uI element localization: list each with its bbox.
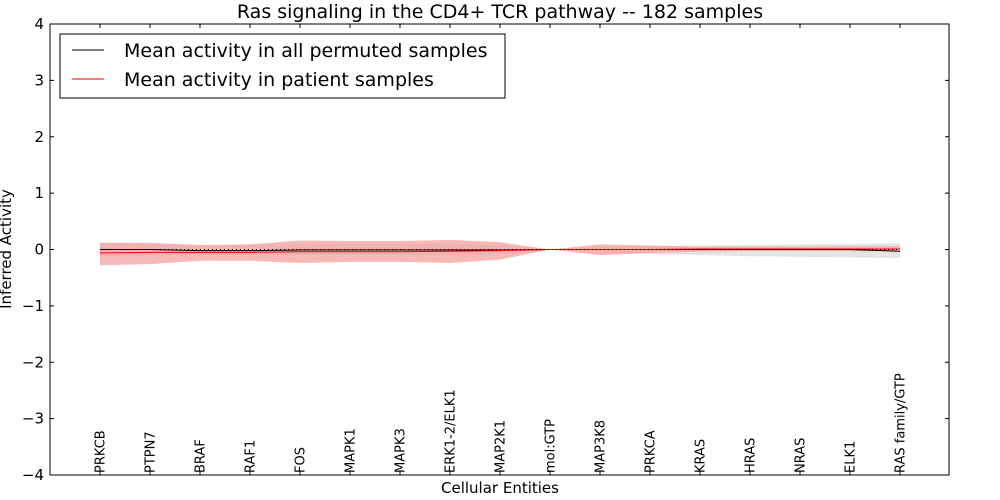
y-axis-title: Inferred Activity [0,189,15,309]
series-lines [99,248,901,254]
x-category-label: KRAS [694,439,709,473]
y-tick-label: 1 [34,184,44,202]
legend-box [59,33,506,99]
x-category-label: mol:GTP [544,419,559,473]
legend-label: Mean activity in patient samples [124,69,434,91]
y-tick-label: 0 [34,241,44,259]
x-category-label: NRAS [794,438,809,473]
x-category-label: PRKCA [644,430,659,473]
y-axis-ticks: 4 3 2 1 0 −1 −2 −3 −4 [22,15,949,484]
x-category-label: HRAS [744,438,759,473]
x-category-label: ERK1-2/ELK1 [444,389,459,473]
y-tick-label: 3 [34,71,44,89]
x-category-label: MAPK3 [394,428,409,473]
x-axis-title: Cellular Entities [441,479,559,497]
x-category-label: RAF1 [244,440,259,473]
band-1 [100,239,900,266]
y-tick-label: 2 [34,128,44,146]
x-category-label: BRAF [194,439,209,473]
chart-title: Ras signaling in the CD4+ TCR pathway --… [237,1,763,23]
x-category-label: ELK1 [844,441,859,473]
series-line-0 [100,249,901,252]
x-category-label: PRKCB [94,430,109,473]
legend-label: Mean activity in all permuted samples [124,40,487,62]
x-category-label: MAP3K8 [594,420,609,473]
x-category-label: FOS [294,447,309,473]
x-category-label: MAPK1 [344,428,359,473]
x-category-label: MAP2K1 [494,420,509,473]
series-line-1 [99,248,900,254]
y-tick-label: 4 [34,15,44,33]
y-tick-label: −2 [22,353,44,371]
y-tick-label: −3 [22,410,44,428]
x-category-label: PTPN7 [144,431,159,473]
x-category-labels: PRKCB PTPN7 BRAF RAF1 FOS MAPK1 MAPK3 ERK1-2/EL… [94,24,909,475]
y-tick-label: −4 [22,466,44,484]
legend: Mean activity in all permuted samples Mea… [59,33,506,99]
y-tick-label: −1 [22,297,44,315]
x-category-label: RAS family/GTP [894,373,909,473]
